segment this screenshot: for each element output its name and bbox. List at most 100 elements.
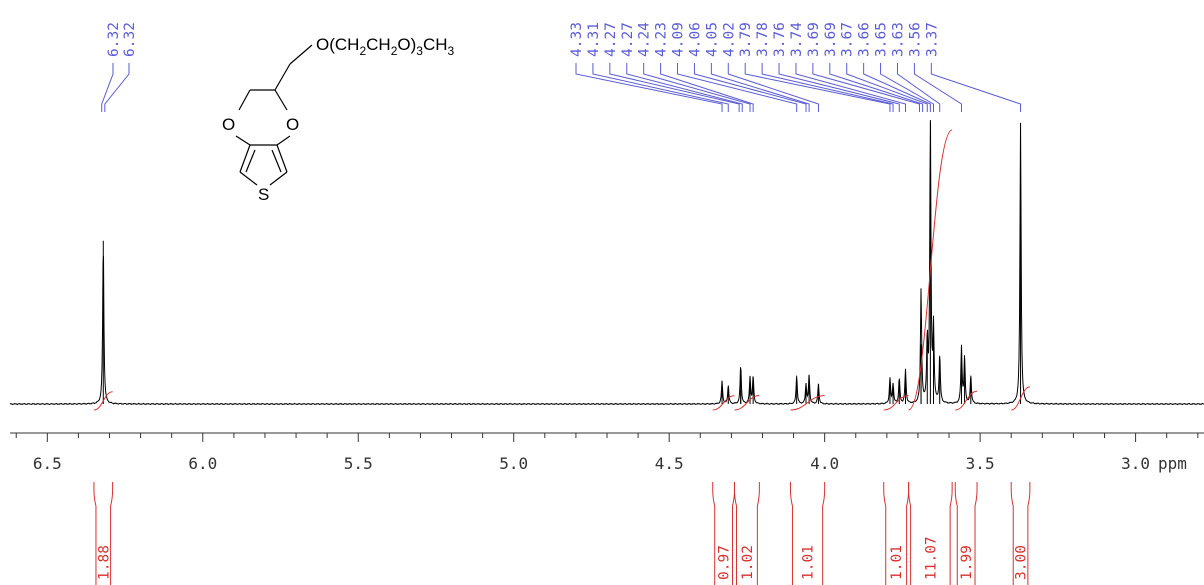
integral-value: 11.07	[923, 536, 939, 580]
bond-line	[238, 89, 251, 111]
integral-value: 0.97	[717, 545, 733, 580]
integral-bracket	[756, 482, 760, 585]
peak-leader-line	[744, 63, 891, 112]
structure-substituent: O(CH2CH2O)3CH3	[316, 35, 455, 58]
peak-leader-line	[101, 63, 114, 112]
x-axis: 6.5 6.0 5.5 5.0 4.5 4.0 3.5 3.0	[10, 432, 1204, 473]
peak-leader-line	[575, 63, 723, 112]
integral-bracket	[789, 482, 793, 585]
peak-leader-line	[812, 63, 920, 112]
integral-labels: 1.88 0.97 1.02 1.01 1.01 11.07 1.99 3.00	[93, 482, 1031, 585]
integral-bracket	[1010, 482, 1014, 585]
integral-curve	[955, 390, 978, 411]
structure-atom-sulfur: S	[258, 185, 269, 204]
x-tick-label: 6.0	[188, 454, 217, 473]
integral-value: 1.88	[96, 545, 112, 580]
bond-line	[274, 63, 291, 91]
peak-leader-line	[643, 63, 751, 112]
integral-curve	[712, 395, 735, 411]
bond-line	[245, 149, 256, 173]
peak-label: 4.23	[654, 22, 670, 57]
integral-bracket	[906, 482, 910, 585]
bond-line	[271, 149, 282, 173]
peak-label: 4.27	[620, 22, 636, 57]
peak-leader-line	[609, 63, 740, 112]
peak-leader-line	[863, 63, 931, 112]
peak-label: 3.67	[840, 22, 856, 57]
peak-leader-line	[930, 63, 1022, 112]
x-tick-label: 5.5	[344, 454, 373, 473]
x-tick-label: 6.5	[33, 454, 62, 473]
peak-label: 3.78	[755, 22, 771, 57]
integral-bracket	[883, 482, 887, 585]
integral-bracket	[712, 482, 716, 585]
peak-label: 4.27	[603, 22, 619, 57]
integral-bracket	[908, 482, 912, 585]
peak-label: 4.24	[637, 22, 653, 57]
integral-value: 1.01	[801, 545, 817, 580]
spectrum-trace	[9, 121, 1204, 406]
peak-leader-line	[880, 63, 934, 112]
peak-label: 4.09	[671, 22, 687, 57]
peak-leader-line	[660, 63, 754, 112]
peak-leader-line	[795, 63, 906, 112]
integral-value: 1.02	[740, 545, 756, 580]
peak-label: 4.33	[569, 22, 585, 57]
integral-curve	[790, 395, 825, 411]
peak-leader-line	[677, 63, 798, 112]
bond-line	[239, 144, 251, 173]
peak-leader-line	[761, 63, 894, 112]
integral-bracket	[822, 482, 826, 585]
x-tick-label: 3.0	[1121, 454, 1150, 473]
bond-line	[289, 44, 313, 65]
integral-curves	[93, 129, 1031, 411]
peak-label: 6.32	[106, 22, 122, 57]
peak-leader-line	[104, 63, 130, 112]
integral-bracket	[110, 482, 114, 585]
peak-leader-line	[710, 63, 810, 112]
peak-leader-line	[592, 63, 729, 112]
peak-leader-line	[626, 63, 743, 112]
integral-bracket	[93, 482, 97, 585]
peak-leader-line	[896, 63, 941, 112]
peak-leader-line	[727, 63, 819, 112]
integral-bracket	[949, 482, 953, 585]
peak-leader-line	[829, 63, 924, 112]
integral-curve	[93, 391, 113, 411]
integral-bracket	[974, 482, 978, 585]
x-tick-label: 5.0	[499, 454, 528, 473]
x-tick-label: 4.0	[810, 454, 839, 473]
bond-line	[269, 171, 288, 186]
bond-line	[235, 135, 251, 146]
structure-atom-oxygen-left: O	[222, 115, 235, 134]
integral-curve	[908, 129, 953, 411]
bond-line	[274, 89, 288, 111]
peak-leader-line	[778, 63, 900, 112]
molecule-structure: O O S O(CH2CH2O)3CH3	[222, 35, 455, 204]
peak-label: 3.65	[874, 22, 890, 57]
peak-label: 4.02	[721, 22, 737, 57]
x-tick-label: 3.5	[966, 454, 995, 473]
spectrum-layer	[9, 120, 1204, 406]
integral-curve	[883, 395, 909, 411]
integral-curve	[734, 395, 760, 411]
bond-line	[276, 144, 288, 173]
peak-label: 3.69	[806, 22, 822, 57]
x-tick-label: 4.5	[655, 454, 684, 473]
integral-bracket	[731, 482, 735, 585]
peak-labels: 6.32 6.32 4.33 4.31 4.27 4.27 4.24 4.23 4.09 4.06…	[106, 22, 940, 57]
peak-leader-lines	[101, 63, 1022, 112]
integral-bracket	[1027, 482, 1031, 585]
integral-value: 3.00	[1014, 545, 1030, 580]
peak-leader-line	[913, 63, 962, 112]
peak-label: 3.66	[857, 22, 873, 57]
peak-label: 3.79	[738, 22, 754, 57]
integral-value: 1.99	[959, 545, 975, 580]
integral-bracket	[733, 482, 737, 585]
peak-label: 4.06	[687, 22, 703, 57]
peak-label: 3.37	[924, 22, 940, 57]
peak-label: 3.69	[823, 22, 839, 57]
peak-label: 3.76	[772, 22, 788, 57]
peak-label: 6.32	[122, 22, 138, 57]
